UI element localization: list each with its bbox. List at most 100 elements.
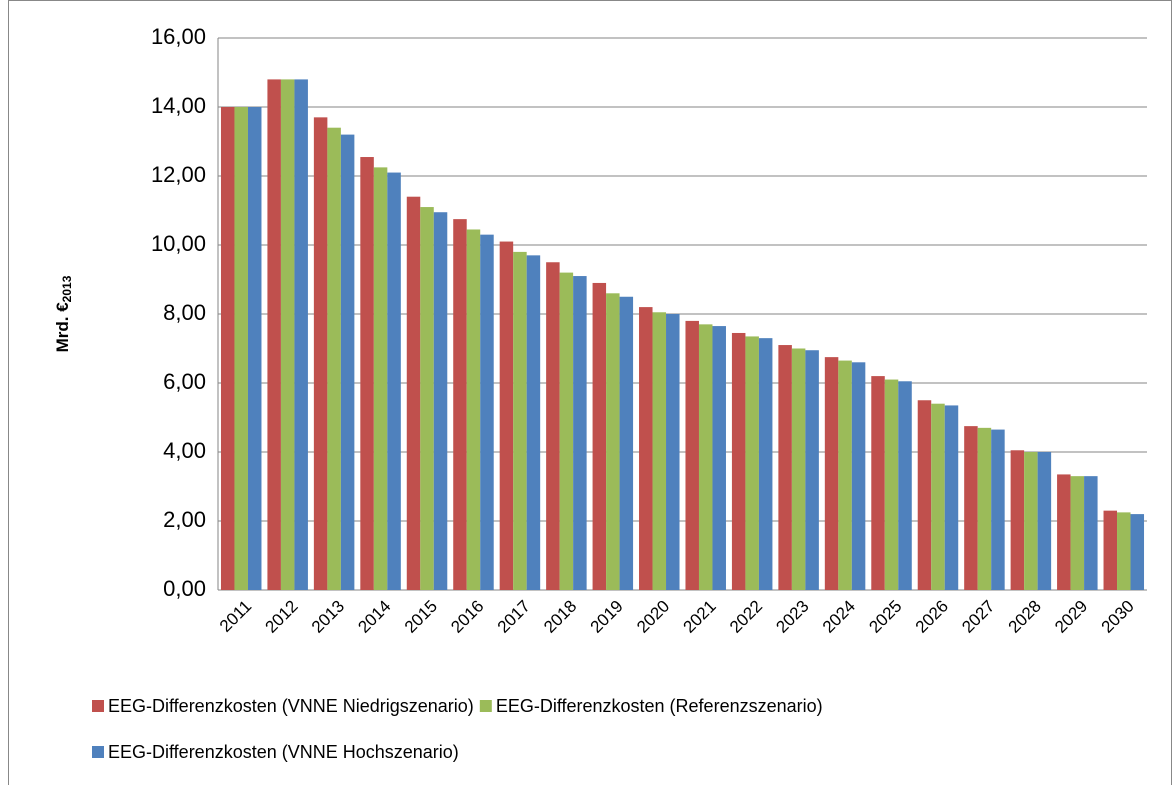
- x-tick-label: 2019: [587, 597, 627, 637]
- chart-frame: [8, 0, 1172, 785]
- bar: [745, 336, 759, 590]
- bar: [340, 134, 355, 590]
- bar: [466, 229, 481, 590]
- bar: [234, 107, 248, 590]
- x-tick-label: 2027: [958, 597, 998, 637]
- bar: [406, 196, 421, 590]
- legend-swatch: [92, 746, 104, 758]
- bar: [247, 107, 262, 590]
- x-tick-label: 2012: [261, 597, 301, 637]
- x-tick-label: 2015: [401, 597, 441, 637]
- bar: [480, 234, 494, 590]
- bar: [373, 167, 388, 590]
- bar: [1084, 476, 1098, 590]
- bar: [420, 207, 434, 591]
- x-tick-label: 2017: [494, 597, 534, 637]
- x-tick-label: 2023: [772, 597, 812, 637]
- bar: [685, 320, 699, 590]
- bar: [267, 79, 281, 591]
- x-tick-label: 2024: [819, 597, 859, 637]
- bar: [898, 381, 912, 590]
- bar: [1117, 512, 1131, 590]
- bar: [280, 79, 295, 591]
- bar: [917, 400, 932, 590]
- bar: [1103, 510, 1118, 590]
- x-tick-label: 2028: [1005, 597, 1045, 637]
- bar: [606, 293, 620, 590]
- bar: [712, 326, 726, 590]
- bar: [652, 312, 667, 590]
- bar: [851, 362, 866, 590]
- bar: [871, 376, 885, 590]
- bar: [559, 272, 574, 590]
- x-tick-label: 2018: [540, 597, 580, 637]
- bar: [573, 276, 587, 590]
- bar: [791, 348, 806, 590]
- bar: [944, 405, 959, 590]
- x-tick-label: 2030: [1098, 597, 1138, 637]
- y-tick-label: 4,00: [163, 438, 206, 463]
- y-tick-label: 14,00: [151, 93, 206, 118]
- bar: [513, 251, 527, 590]
- y-axis-title-main: Mrd. €: [53, 302, 72, 353]
- bar: [360, 157, 374, 590]
- legend-label: EEG-Differenzkosten (VNNE Hochszenario): [108, 742, 459, 762]
- x-tick-label: 2016: [447, 597, 487, 637]
- bar: [619, 296, 634, 590]
- bar: [758, 338, 773, 590]
- bar: [313, 117, 328, 590]
- bar: [433, 212, 448, 590]
- y-tick-label: 10,00: [151, 231, 206, 256]
- bar: [778, 345, 792, 590]
- legend-label: EEG-Differenzkosten (VNNE Niedrigszenari…: [108, 696, 474, 716]
- bar: [977, 427, 992, 590]
- bar: [884, 379, 899, 590]
- bar: [1130, 514, 1145, 590]
- x-tick-label: 2029: [1051, 597, 1091, 637]
- bar: [1010, 450, 1025, 590]
- y-tick-label: 12,00: [151, 162, 206, 187]
- y-tick-label: 0,00: [163, 576, 206, 601]
- y-tick-label: 6,00: [163, 369, 206, 394]
- bar: [327, 127, 341, 590]
- bar: [824, 357, 839, 590]
- x-tick-label: 2026: [912, 597, 952, 637]
- x-tick-label: 2021: [680, 597, 720, 637]
- y-axis-title-sub: 2013: [60, 275, 74, 302]
- bar: [499, 241, 514, 591]
- bar: [1057, 474, 1071, 590]
- bar: [220, 107, 235, 590]
- bar: [546, 262, 560, 590]
- y-tick-label: 8,00: [163, 300, 206, 325]
- bar: [294, 79, 308, 591]
- bar: [453, 219, 467, 590]
- bar: [731, 332, 746, 590]
- x-tick-label: 2025: [865, 597, 905, 637]
- y-tick-label: 2,00: [163, 507, 206, 532]
- bar: [931, 403, 945, 590]
- x-tick-label: 2011: [216, 597, 255, 636]
- bar: [1037, 452, 1052, 590]
- bar: [698, 324, 713, 590]
- bar: [805, 350, 819, 590]
- legend-swatch: [479, 700, 492, 712]
- bar: [639, 307, 653, 590]
- y-tick-label: 16,00: [151, 24, 206, 49]
- bar: [964, 426, 978, 590]
- bar: [1070, 476, 1085, 590]
- bar: [666, 314, 680, 590]
- x-tick-label: 2022: [726, 597, 766, 637]
- legend-label: EEG-Differenzkosten (Referenzszenario): [496, 696, 823, 716]
- legend-swatch: [92, 700, 104, 712]
- x-tick-label: 2020: [633, 597, 673, 637]
- x-tick-label: 2014: [354, 597, 394, 637]
- bar: [991, 429, 1005, 590]
- bar: [838, 360, 852, 590]
- y-axis-title: Mrd. €2013: [53, 275, 74, 352]
- x-tick-label: 2013: [308, 597, 348, 637]
- bar: [526, 255, 541, 590]
- bar: [1024, 452, 1038, 590]
- bar: [592, 282, 607, 590]
